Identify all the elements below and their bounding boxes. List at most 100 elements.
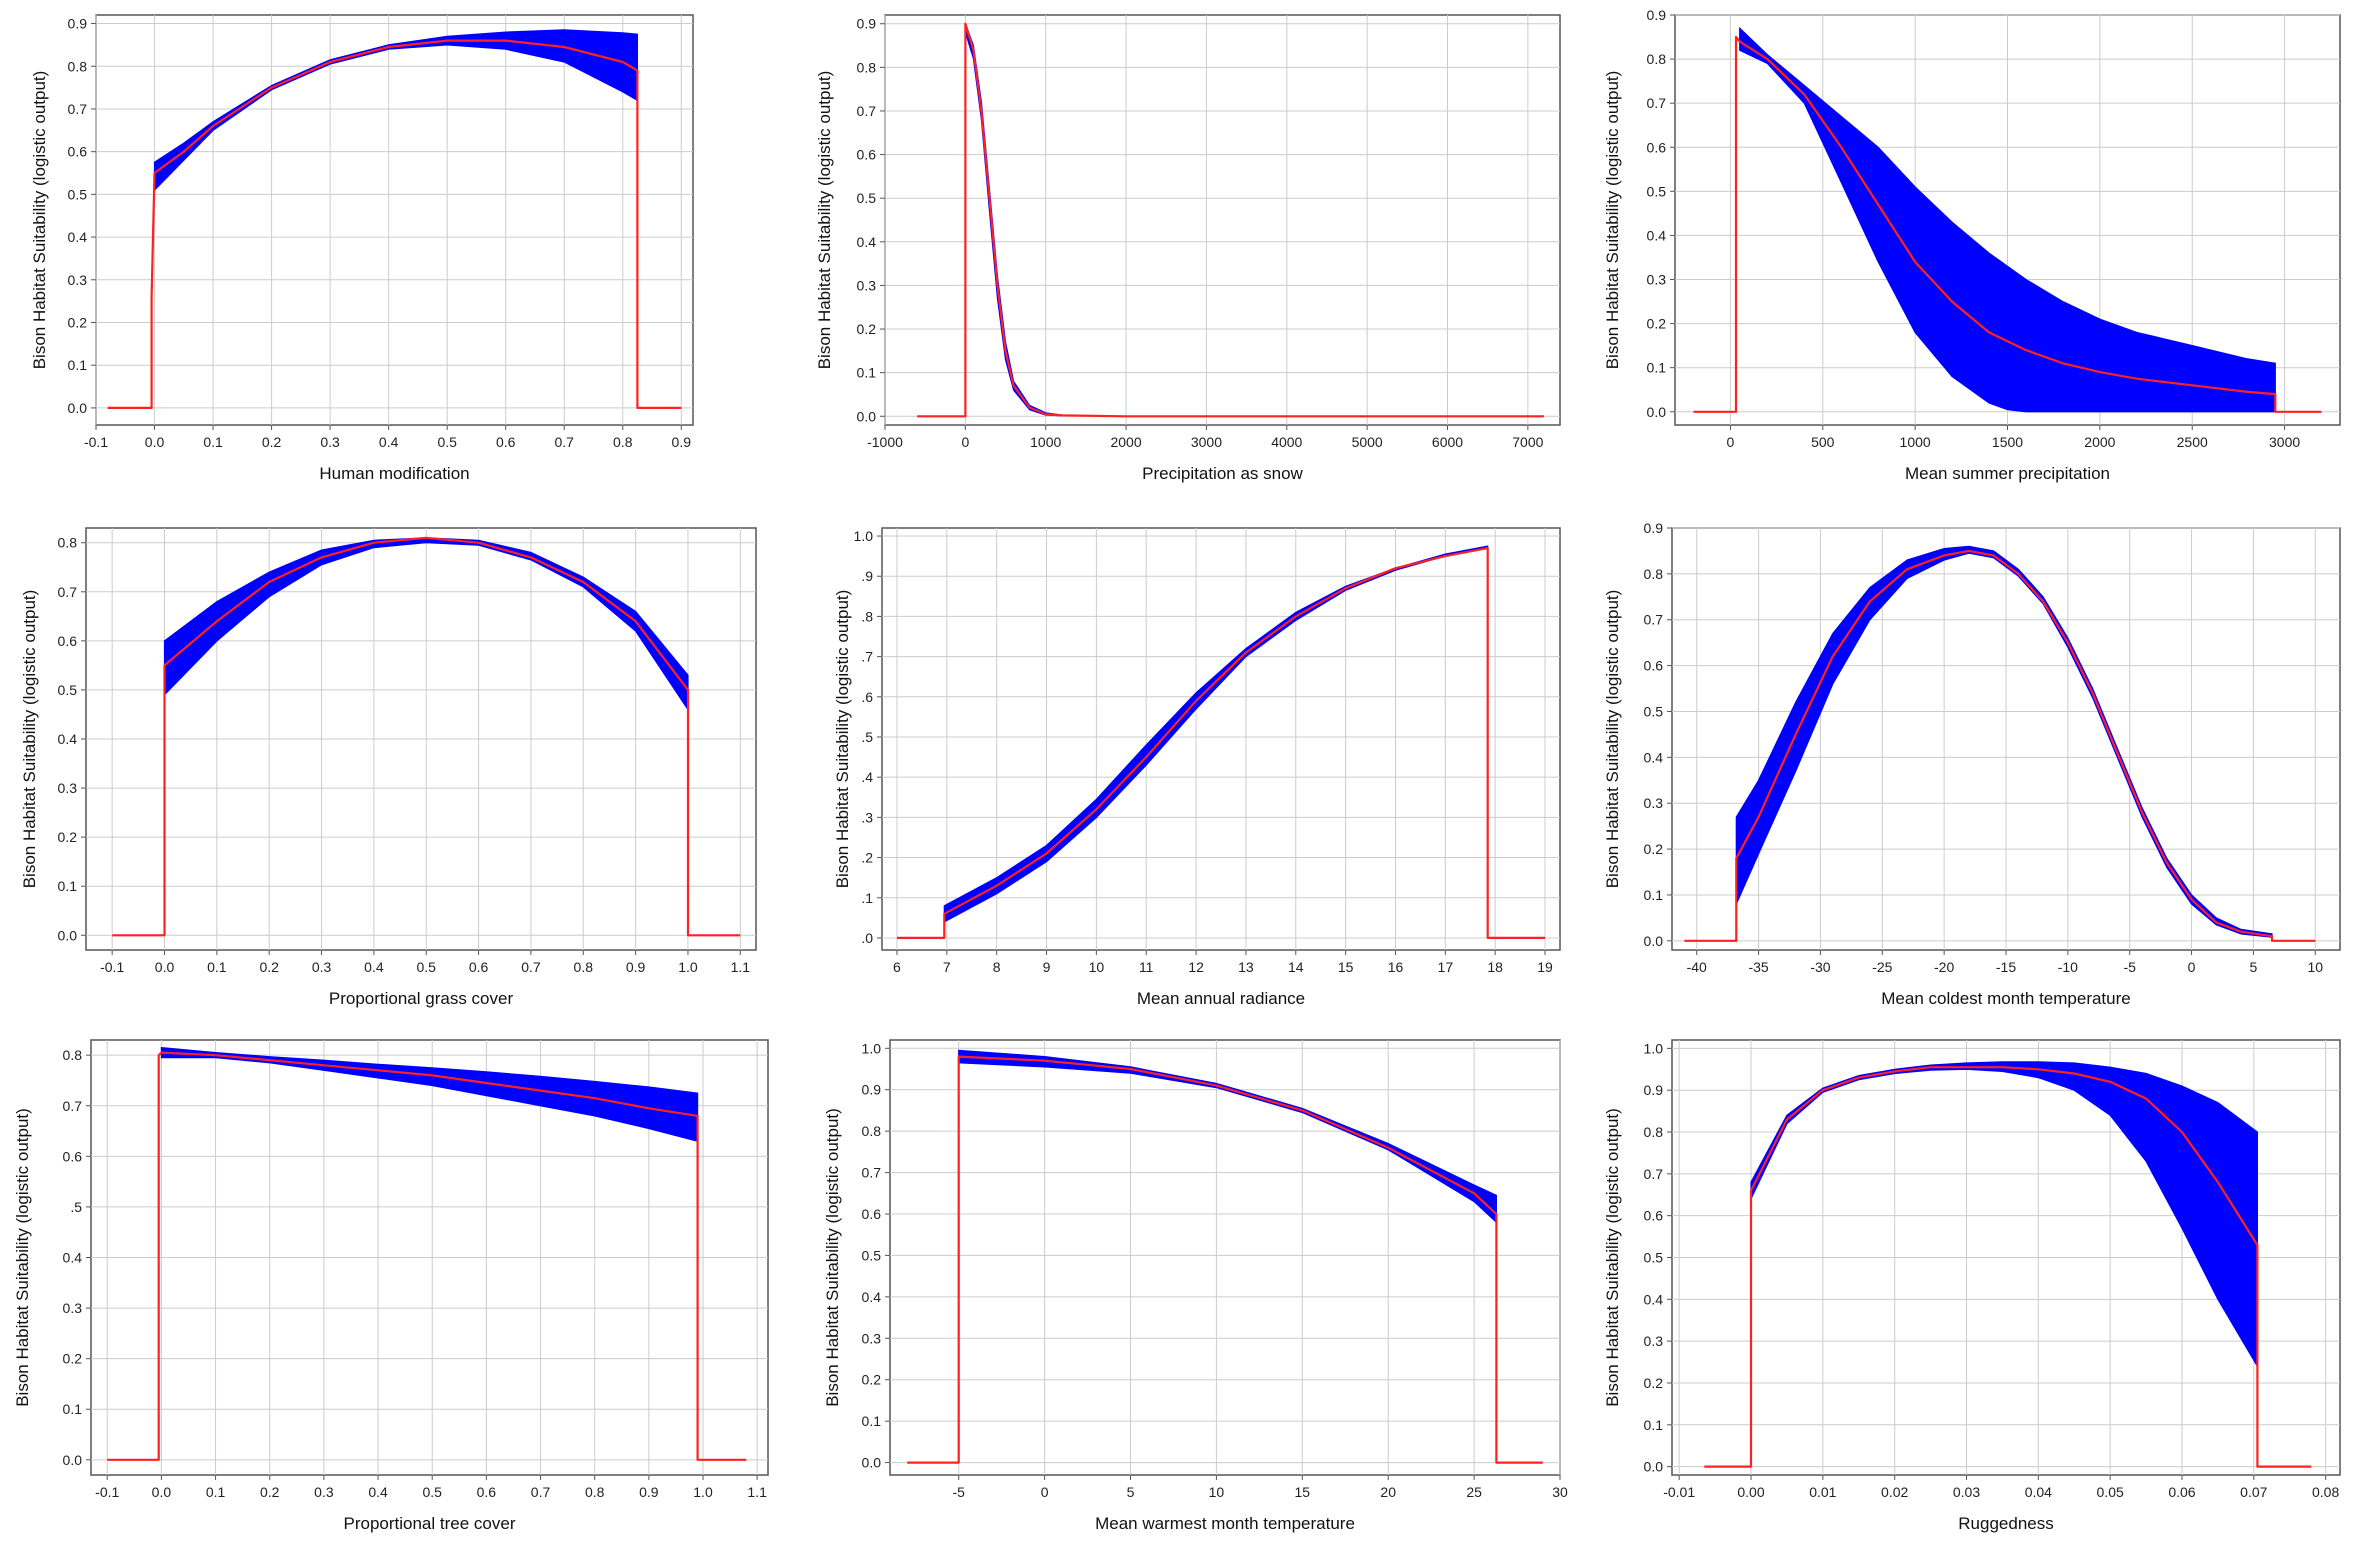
x-tick-label: 0.4 xyxy=(364,959,384,975)
x-tick-label: 0.8 xyxy=(585,1484,605,1500)
x-tick-label: 2000 xyxy=(2084,434,2115,450)
x-tick-label: 0.3 xyxy=(320,434,340,450)
x-tick-label: 2500 xyxy=(2177,434,2208,450)
x-tick-label: 10 xyxy=(2307,959,2323,975)
y-tick-label: 1.0 xyxy=(854,528,874,544)
x-tick-label: 0.5 xyxy=(437,434,457,450)
x-tick-label: 0.9 xyxy=(639,1484,659,1500)
x-tick-label: -20 xyxy=(1934,959,1954,975)
x-tick-label: 0.0 xyxy=(152,1484,172,1500)
y-tick-label: .4 xyxy=(861,769,873,785)
x-tick-label: -5 xyxy=(2123,959,2136,975)
mean-response-line xyxy=(917,22,1544,418)
x-tick-label: -0.01 xyxy=(1663,1484,1695,1500)
x-tick-label: 0.07 xyxy=(2240,1484,2267,1500)
x-axis-label: Proportional tree cover xyxy=(344,1514,516,1533)
x-tick-label: 0.6 xyxy=(496,434,516,450)
x-tick-label: 19 xyxy=(1537,959,1553,975)
y-tick-label: 0.6 xyxy=(1644,1208,1664,1224)
x-tick-label: 0.0 xyxy=(155,959,175,975)
x-tick-label: 0.05 xyxy=(2097,1484,2124,1500)
chart-panel-5: 6 7 8 9 10 11 12 13 14 15 16 17 18 19 .0 .1 .2 .3 .4 .5 .6 .7… xyxy=(833,527,1561,1008)
x-tick-label: 10 xyxy=(1209,1484,1225,1500)
y-tick-label: 0.5 xyxy=(1644,703,1664,719)
y-tick-label: 1.0 xyxy=(1644,1040,1664,1056)
mean-response-line xyxy=(907,1055,1543,1464)
y-tick-label: 0.2 xyxy=(1647,316,1667,332)
y-tick-label: 0.6 xyxy=(862,1206,882,1222)
x-tick-label: 20 xyxy=(1380,1484,1396,1500)
chart-panel-8: -5 0 5 10 15 20 25 30 0.0 0.1 0.2 0.3 0.4 0.5 0.6 0.7 0.… xyxy=(823,1039,1568,1533)
x-tick-label: 3000 xyxy=(1191,434,1222,450)
y-tick-label: 0.5 xyxy=(857,190,877,206)
y-tick-label: 0.2 xyxy=(1644,1375,1664,1391)
x-tick-label: 0.06 xyxy=(2168,1484,2195,1500)
x-tick-label: 0.3 xyxy=(314,1484,334,1500)
chart-panel-1: -0.1 0.0 0.1 0.2 0.3 0.4 0.5 0.6 0.7 0.8 0.9 0.0 0.1… xyxy=(30,14,694,483)
chart-panel-3: 0 500 1000 1500 2000 2500 3000 0.0 0.1 0.2 0.3 0.4 0… xyxy=(1603,7,2341,483)
y-tick-label: 0.8 xyxy=(1647,51,1667,67)
chart-panel-9: -0.01 0.00 0.01 0.02 0.03 0.04 0.05 0.06 0.07 0.0… xyxy=(1603,1039,2341,1533)
y-tick-label: 0.2 xyxy=(1644,841,1664,857)
y-tick-label: .8 xyxy=(861,608,873,624)
x-axis-label: Mean warmest month temperature xyxy=(1095,1514,1355,1533)
y-tick-label: 0.0 xyxy=(1647,404,1667,420)
y-tick-label: 0.7 xyxy=(58,584,78,600)
y-tick-label: 0.8 xyxy=(857,59,877,75)
x-tick-label: 0.4 xyxy=(368,1484,388,1500)
x-tick-label: 0.3 xyxy=(312,959,332,975)
x-tick-label: 5 xyxy=(2250,959,2258,975)
y-tick-label: 0.6 xyxy=(857,147,877,163)
y-tick-label: 0.0 xyxy=(68,400,88,416)
x-tick-label: 0.7 xyxy=(531,1484,551,1500)
y-tick-label: 0.5 xyxy=(58,682,78,698)
x-axis-label: Precipitation as snow xyxy=(1142,464,1303,483)
x-tick-label: 0.1 xyxy=(207,959,227,975)
x-tick-label: 0 xyxy=(2188,959,2196,975)
x-tick-label: 500 xyxy=(1811,434,1835,450)
x-axis-label: Mean coldest month temperature xyxy=(1881,989,2130,1008)
x-tick-label: -5 xyxy=(952,1484,965,1500)
y-tick-label: 0.0 xyxy=(862,1455,882,1471)
y-tick-label: 0.3 xyxy=(1647,272,1667,288)
x-tick-label: 12 xyxy=(1188,959,1204,975)
y-tick-label: 0.3 xyxy=(1644,795,1664,811)
x-tick-label: 0.2 xyxy=(259,959,279,975)
mean-response-line xyxy=(1684,549,2316,942)
x-tick-label: -30 xyxy=(1810,959,1830,975)
plot-area xyxy=(884,14,1561,426)
x-tick-label: 0.1 xyxy=(203,434,223,450)
y-axis-label: Bison Habitat Suitability (logistic outp… xyxy=(833,590,852,889)
y-tick-label: 0.3 xyxy=(857,277,877,293)
x-tick-label: 0.5 xyxy=(422,1484,442,1500)
x-tick-label: 2000 xyxy=(1110,434,1141,450)
x-tick-label: -35 xyxy=(1748,959,1768,975)
y-tick-label: 0.5 xyxy=(68,186,88,202)
y-tick-label: 0.1 xyxy=(1644,887,1664,903)
x-tick-label: 3000 xyxy=(2269,434,2300,450)
x-tick-label: 0.8 xyxy=(613,434,633,450)
x-tick-label: -0.1 xyxy=(95,1484,119,1500)
y-tick-label: 0.7 xyxy=(1644,612,1664,628)
y-tick-label: 0.4 xyxy=(1647,227,1667,243)
y-tick-label: 0.4 xyxy=(63,1250,83,1266)
y-axis-label: Bison Habitat Suitability (logistic outp… xyxy=(823,1108,842,1407)
x-axis-label: Mean summer precipitation xyxy=(1905,464,2110,483)
x-tick-label: 16 xyxy=(1388,959,1404,975)
y-tick-label: 0.6 xyxy=(63,1148,83,1164)
x-axis-label: Human modification xyxy=(319,464,469,483)
y-tick-label: 0.4 xyxy=(1644,749,1664,765)
y-tick-label: 0.6 xyxy=(1644,658,1664,674)
y-tick-label: 0.9 xyxy=(1644,520,1664,536)
y-tick-label: 0.8 xyxy=(862,1123,882,1139)
y-tick-label: .5 xyxy=(70,1199,82,1215)
x-tick-label: 0.6 xyxy=(469,959,489,975)
x-tick-label: 0.9 xyxy=(626,959,646,975)
y-tick-label: 0.2 xyxy=(862,1372,882,1388)
y-tick-label: 0.0 xyxy=(1644,933,1664,949)
y-tick-label: 0.3 xyxy=(1644,1333,1664,1349)
y-tick-label: 0.5 xyxy=(1647,183,1667,199)
y-tick-label: 0.5 xyxy=(862,1247,882,1263)
y-tick-label: 0.8 xyxy=(58,535,78,551)
y-tick-label: 0.3 xyxy=(58,780,78,796)
